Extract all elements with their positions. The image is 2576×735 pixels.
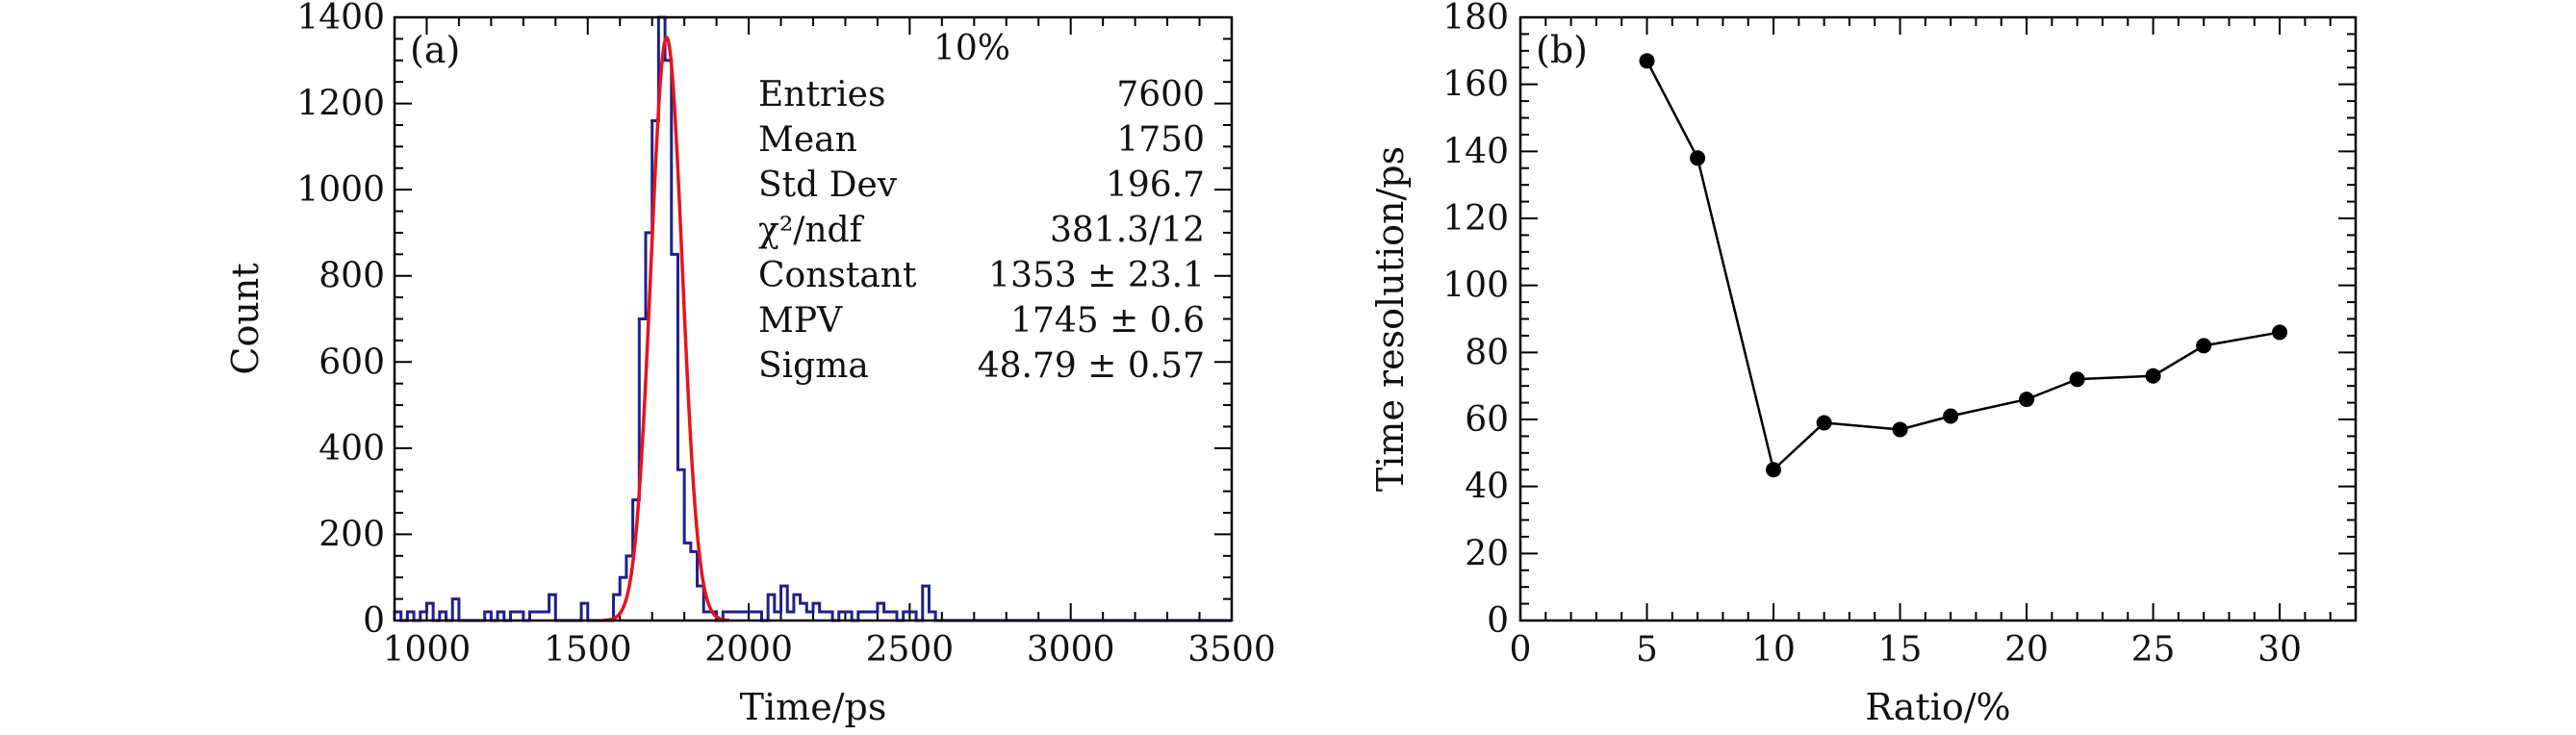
data-point	[2272, 324, 2288, 341]
resolution-points	[1639, 53, 2288, 478]
x-tick-label: 2500	[866, 630, 955, 670]
y-tick-label: 600	[319, 342, 385, 382]
y-tick-label: 60	[1465, 400, 1509, 440]
x-tick-label: 0	[1510, 630, 1532, 670]
x-tick-label: 15	[1878, 630, 1923, 670]
stats-row-label: Entries	[758, 75, 885, 114]
panel-a-y-axis-title: Count	[224, 263, 267, 374]
stats-header: 10%	[933, 29, 1010, 68]
resolution-line	[1645, 60, 2281, 472]
data-point	[1690, 150, 1706, 166]
stats-row-label: Sigma	[758, 346, 869, 386]
y-tick-label: 140	[1442, 132, 1509, 171]
stats-row-label: Std Dev	[758, 165, 898, 205]
panel-a-label: (a)	[410, 29, 460, 71]
x-tick-label: 2000	[704, 630, 793, 670]
stats-row-label: MPV	[758, 301, 843, 341]
x-tick-label: 20	[2004, 630, 2049, 670]
y-tick-label: 20	[1465, 534, 1509, 573]
time-resolution-panel: 0 5 10 15 20 25 30 0 20 40 60 80 100 120 140 160 180 Ra…	[1369, 0, 2358, 728]
y-tick-label: 1400	[296, 0, 385, 38]
gaussian-fit-curve	[603, 36, 730, 622]
panel-b-y-tick-labels: 0 20 40 60 80 100 120 140 160 180	[1442, 0, 1509, 641]
panel-a-frame	[393, 15, 1234, 622]
panel-b-frame	[1518, 15, 2358, 622]
y-tick-label: 120	[1442, 199, 1509, 239]
x-tick-label: 3000	[1027, 630, 1115, 670]
y-tick-label: 200	[319, 515, 385, 554]
x-tick-label: 1500	[544, 630, 632, 670]
data-point	[2145, 368, 2161, 384]
stats-row-value: 48.79 ± 0.57	[978, 346, 1205, 386]
data-point	[2196, 338, 2212, 354]
y-tick-label: 1000	[296, 170, 385, 210]
stats-row-label: Constant	[758, 256, 917, 295]
x-tick-label: 25	[2131, 630, 2176, 670]
panel-b-y-axis-title: Time resolution/ps	[1369, 146, 1412, 492]
stats-row-value: 7600	[1116, 75, 1205, 114]
stats-row-value: 196.7	[1106, 165, 1205, 205]
panel-b-ticks	[1519, 16, 2357, 621]
y-tick-label: 0	[363, 601, 385, 641]
y-tick-label: 160	[1442, 65, 1509, 105]
data-point	[1943, 408, 1959, 424]
y-tick-label: 0	[1487, 601, 1509, 641]
x-tick-label: 5	[1636, 630, 1658, 670]
stats-row-value: 1745 ± 0.6	[1010, 301, 1205, 341]
panel-a-y-tick-labels: 0 200 400 600 800 1000 1200 1400	[296, 0, 385, 641]
stats-row-value: 1353 ± 23.1	[988, 256, 1205, 295]
data-point	[1816, 415, 1832, 431]
y-tick-label: 80	[1465, 333, 1509, 372]
stats-box: 10% Entries 7600 Mean 1750 Std Dev 196.7 χ²/nd…	[758, 29, 1205, 386]
histogram-panel: 1000 1500 2000 2500 3000 3500 0 200 400 600 800 10…	[224, 0, 1276, 728]
x-tick-label: 10	[1751, 630, 1796, 670]
y-tick-label: 400	[319, 429, 385, 469]
panel-a-x-tick-labels: 1000 1500 2000 2500 3000 3500	[383, 630, 1276, 670]
panel-b-label: (b)	[1536, 29, 1588, 71]
x-tick-label: 30	[2257, 630, 2302, 670]
y-tick-label: 180	[1442, 0, 1509, 38]
x-tick-label: 3500	[1187, 630, 1276, 670]
stats-row-value: 1750	[1116, 120, 1205, 160]
data-point	[2019, 392, 2035, 408]
panel-a-x-axis-title: Time/ps	[740, 686, 887, 728]
data-point	[1766, 462, 1782, 478]
y-tick-label: 40	[1465, 468, 1509, 507]
x-tick-label: 1000	[383, 630, 472, 670]
data-point	[1892, 421, 1908, 438]
y-tick-label: 800	[319, 257, 385, 296]
stats-row-value: 381.3/12	[1050, 211, 1205, 250]
y-tick-label: 1200	[296, 85, 385, 124]
stats-row-label: χ²/ndf	[758, 211, 865, 250]
y-tick-label: 100	[1442, 266, 1509, 306]
panel-b-x-axis-title: Ratio/%	[1865, 686, 2010, 728]
data-point	[2069, 371, 2085, 388]
panel-b-x-tick-labels: 0 5 10 15 20 25 30	[1510, 630, 2302, 670]
stats-row-label: Mean	[758, 120, 857, 160]
data-point	[1639, 53, 1655, 69]
